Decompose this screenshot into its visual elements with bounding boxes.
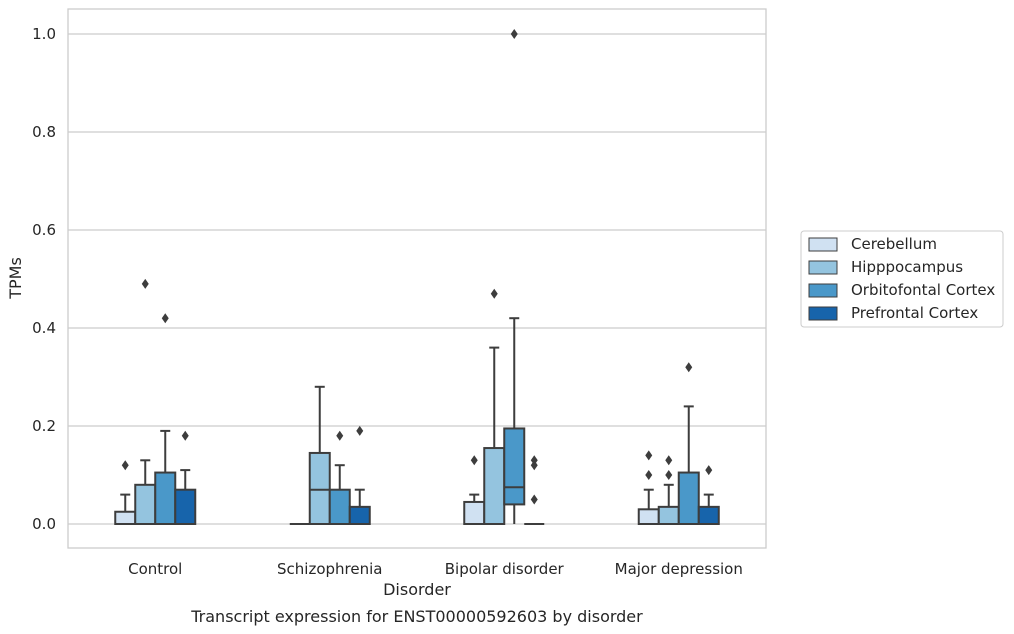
- legend-label: Cerebellum: [851, 235, 937, 253]
- legend-swatch: [808, 283, 838, 298]
- legend-frame: [800, 230, 1004, 328]
- outlier-point: [490, 288, 498, 299]
- box: [114, 510, 137, 525]
- x-tick-label: Major depression: [615, 560, 743, 578]
- box-3-3: [697, 465, 720, 526]
- x-tick-label: Bipolar disorder: [445, 560, 565, 578]
- outlier-point: [530, 494, 538, 505]
- outlier-point: [530, 455, 538, 466]
- box-plot-groups: [114, 29, 720, 526]
- legend-label: Prefrontal Cortex: [851, 304, 978, 322]
- y-tick-label: 1.0: [32, 25, 56, 43]
- outlier-point: [141, 278, 149, 289]
- outlier-point: [181, 430, 189, 441]
- box-2-2: [503, 29, 526, 524]
- box-2-0: [154, 313, 177, 525]
- box: [308, 451, 331, 526]
- box-0-2: [463, 455, 486, 526]
- x-tick-label: Schizophrenia: [277, 560, 382, 578]
- outlier-point: [665, 455, 673, 466]
- box: [174, 488, 197, 526]
- legend-swatch: [808, 237, 838, 252]
- box: [348, 505, 371, 526]
- outlier-point: [645, 450, 653, 461]
- box: [483, 447, 506, 525]
- outlier-point: [161, 313, 169, 324]
- x-tick-label: Control: [128, 560, 182, 578]
- outlier-point: [705, 465, 713, 476]
- outlier-point: [356, 425, 364, 436]
- outlier-point: [645, 470, 653, 480]
- box-2-3: [677, 362, 700, 525]
- x-axis-label: Disorder: [383, 580, 451, 599]
- outlier-point: [121, 460, 129, 471]
- box-3-2: [524, 455, 545, 525]
- box: [503, 427, 526, 506]
- outlier-point: [665, 470, 673, 480]
- box: [154, 471, 177, 525]
- box: [328, 488, 351, 526]
- legend-swatch: [808, 260, 838, 275]
- y-tick-label: 0.4: [32, 319, 56, 337]
- outlier-point: [685, 362, 693, 373]
- y-tick-label: 0.2: [32, 417, 56, 435]
- box-1-0: [134, 278, 157, 525]
- legend: Cerebellum Hipppocampus Orbitofontal Corte…: [800, 230, 1004, 328]
- box-1-3: [657, 455, 680, 526]
- box: [677, 471, 700, 525]
- box: [697, 505, 720, 526]
- box: [637, 508, 660, 525]
- y-tick-labels: 0.0 0.2 0.4 0.6 0.8 1.0: [32, 25, 56, 533]
- plot-area-frame: [67, 8, 767, 549]
- box-1-2: [483, 288, 506, 525]
- outlier-point: [510, 29, 518, 39]
- legend-label: Hipppocampus: [851, 258, 963, 276]
- outlier-point: [336, 430, 344, 441]
- box: [134, 483, 157, 525]
- box-0-0: [114, 460, 137, 525]
- x-tick-labels: Control Schizophrenia Bipolar disorder Majo…: [128, 560, 743, 578]
- y-axis-label: TPMs: [6, 257, 25, 300]
- box: [657, 505, 680, 526]
- y-tick-label: 0.8: [32, 123, 56, 141]
- box-2-1: [328, 430, 351, 526]
- chart-caption: Transcript expression for ENST0000059260…: [190, 607, 643, 626]
- box-3-0: [174, 430, 197, 526]
- y-tick-label: 0.6: [32, 221, 56, 239]
- legend-swatch: [808, 306, 838, 321]
- box: [463, 500, 486, 526]
- outlier-point: [470, 455, 478, 466]
- box-3-1: [348, 425, 371, 526]
- legend-label: Orbitofontal Cortex: [851, 281, 995, 299]
- box-1-1: [308, 385, 331, 526]
- y-tick-label: 0.0: [32, 515, 56, 533]
